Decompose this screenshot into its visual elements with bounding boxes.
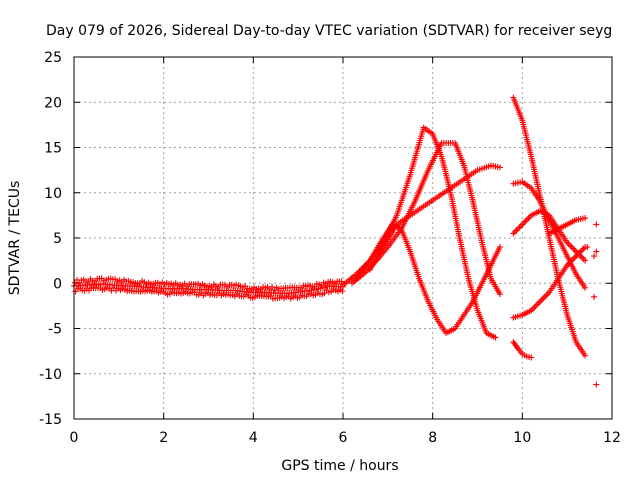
tick-labels: 0 2 4 6 8 10 12 -15 -10 -5 0 5 10 15 20 25: [39, 50, 621, 446]
x-tick-label: 0: [70, 430, 79, 446]
y-tick-label: 20: [44, 95, 62, 111]
series-baseline: [71, 275, 346, 302]
y-tick-label: 5: [53, 231, 62, 247]
data-point: [496, 291, 503, 298]
series-arc-j: [510, 339, 535, 361]
x-tick-label: 10: [513, 430, 531, 446]
data-point: [577, 248, 584, 255]
data-point: [543, 292, 550, 299]
data-point: [538, 296, 545, 303]
data-point: [535, 299, 542, 306]
data-point: [519, 221, 526, 228]
data-point: [528, 354, 535, 361]
outlier-point: [584, 244, 591, 251]
x-axis-label: GPS time / hours: [281, 458, 398, 474]
data-point: [496, 164, 503, 171]
data-point: [541, 293, 548, 300]
outlier-point: [591, 253, 598, 260]
data-point: [532, 302, 539, 309]
x-tick-label: 4: [249, 430, 258, 446]
plot-frame: [73, 56, 613, 420]
data-point: [544, 290, 551, 297]
data-point: [582, 352, 589, 359]
data-point: [568, 244, 575, 251]
series-arc-i: [546, 215, 589, 237]
series-arc-d: [353, 221, 503, 337]
data-point: [520, 219, 527, 226]
data-points: [71, 94, 600, 388]
outlier-point: [591, 293, 598, 300]
data-point: [338, 278, 345, 285]
outlier-point: [593, 381, 600, 388]
y-axis-label: SDTVAR / TECUs: [7, 181, 23, 296]
x-tick-label: 2: [159, 430, 168, 446]
data-point: [492, 334, 499, 341]
series-arc-g: [510, 207, 589, 264]
data-point: [582, 215, 589, 222]
data-point: [582, 257, 589, 264]
data-point: [540, 295, 547, 302]
data-point: [571, 254, 578, 261]
data-point: [516, 224, 523, 231]
data-point: [565, 241, 572, 248]
x-tick-label: 12: [603, 430, 621, 446]
y-tick-label: -10: [39, 367, 62, 383]
y-tick-label: 10: [44, 186, 62, 202]
outlier-point: [593, 221, 600, 228]
data-point: [511, 228, 518, 235]
data-point: [574, 251, 581, 258]
data-point: [576, 250, 583, 257]
data-point: [579, 254, 586, 261]
data-point: [513, 227, 520, 234]
series-arc-a: [340, 124, 499, 341]
data-point: [523, 216, 530, 223]
data-point: [580, 256, 587, 263]
data-point: [517, 222, 524, 229]
grid: [74, 57, 612, 419]
data-point: [582, 284, 589, 291]
chart-title: Day 079 of 2026, Sidereal Day-to-day VTE…: [46, 23, 612, 39]
y-tick-label: -15: [39, 412, 62, 428]
series-outliers: [584, 221, 600, 388]
y-tick-label: 25: [44, 50, 62, 66]
data-point: [525, 215, 532, 222]
outlier-point: [593, 248, 600, 255]
series-arc-b: [348, 139, 503, 298]
y-tick-label: 15: [44, 141, 62, 157]
series-arc-c: [366, 162, 503, 273]
data-point: [534, 301, 541, 308]
data-point: [496, 244, 503, 251]
data-point: [522, 218, 529, 225]
data-point: [567, 242, 574, 249]
data-point: [514, 225, 521, 232]
data-point: [269, 283, 276, 290]
x-tick-label: 8: [428, 430, 437, 446]
y-tick-label: -5: [48, 322, 62, 338]
data-point: [570, 245, 577, 252]
data-point: [531, 304, 538, 311]
data-point: [537, 298, 544, 305]
series-arc-e: [510, 94, 589, 359]
data-point: [580, 245, 587, 252]
data-point: [579, 247, 586, 254]
data-point: [510, 230, 517, 237]
y-tick-label: 0: [53, 276, 62, 292]
x-tick-label: 6: [339, 430, 348, 446]
series-arc-h: [510, 244, 589, 321]
data-point: [571, 247, 578, 254]
data-point: [573, 253, 580, 260]
data-point: [339, 288, 346, 295]
data-point: [321, 290, 328, 297]
